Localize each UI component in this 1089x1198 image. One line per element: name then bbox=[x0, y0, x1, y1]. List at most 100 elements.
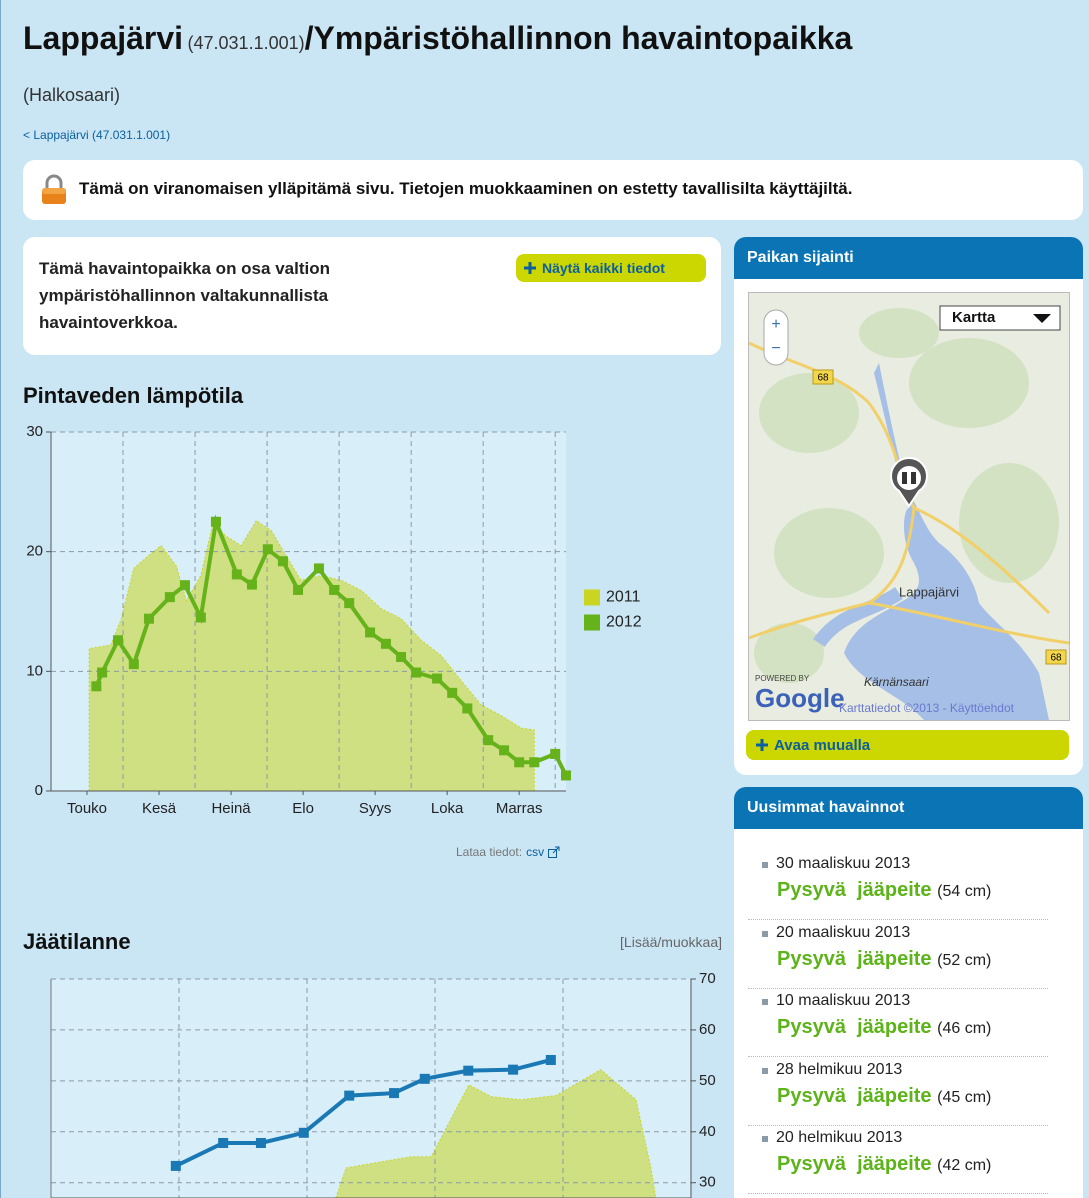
point bbox=[97, 668, 107, 678]
point bbox=[561, 770, 571, 780]
place-label: Lappajärvi bbox=[899, 584, 959, 599]
road-label: 68 bbox=[813, 370, 833, 384]
point bbox=[314, 563, 324, 573]
point bbox=[171, 1161, 181, 1171]
svg-text:68: 68 bbox=[817, 373, 829, 384]
observation-status: Pysyvä jääpeite (45 cm) bbox=[777, 1085, 991, 1108]
point bbox=[247, 580, 257, 590]
open-elsewhere-label: Avaa muualla bbox=[774, 737, 870, 754]
charts: Pintaveden lämpötila Jäätilanne 0102030T… bbox=[1, 0, 731, 1198]
observation-date: 20 maaliskuu 2013 bbox=[776, 924, 910, 942]
map-attribution: Karttatiedot ©2013 - Käyttöehdot bbox=[839, 701, 1015, 715]
open-elsewhere-button[interactable]: Avaa muualla bbox=[746, 730, 1069, 760]
point bbox=[463, 1066, 473, 1076]
point bbox=[256, 1138, 266, 1148]
point bbox=[447, 688, 457, 698]
place-label: Kärnänsaari bbox=[864, 675, 929, 689]
x-tick-label: Touko bbox=[67, 800, 107, 817]
plus-icon bbox=[756, 739, 768, 751]
point bbox=[499, 745, 509, 755]
map-type-select[interactable]: Kartta bbox=[940, 306, 1060, 330]
point bbox=[411, 668, 421, 678]
status-text: Pysyvä jääpeite bbox=[777, 1153, 932, 1175]
status-text: Pysyvä jääpeite bbox=[777, 948, 932, 970]
observation-item: 30 maaliskuu 2013 Pysyvä jääpeite (54 cm) bbox=[748, 853, 1048, 920]
status-text: Pysyvä jääpeite bbox=[777, 1085, 932, 1107]
observation-status: Pysyvä jääpeite (54 cm) bbox=[777, 879, 991, 902]
status-text: Pysyvä jääpeite bbox=[777, 879, 932, 901]
zoom-out[interactable]: − bbox=[771, 340, 780, 357]
point bbox=[218, 1138, 228, 1148]
y-tick-label: 0 bbox=[35, 782, 43, 799]
ice-edit-link[interactable]: [Lisää/muokkaa] bbox=[620, 934, 722, 950]
point bbox=[462, 703, 472, 713]
legend-label: 2011 bbox=[606, 589, 641, 606]
bullet bbox=[762, 999, 768, 1005]
y-tick-label: 70 bbox=[699, 970, 716, 987]
point bbox=[420, 1074, 430, 1084]
observation-status: Pysyvä jääpeite (52 cm) bbox=[777, 948, 991, 971]
map-panel-title: Paikan sijainti bbox=[734, 237, 1083, 279]
point bbox=[196, 612, 206, 622]
point bbox=[293, 585, 303, 595]
map[interactable]: 68 68 Lappajärvi Kärnänsaari + − Kartta … bbox=[748, 292, 1070, 721]
point bbox=[278, 556, 288, 566]
point bbox=[389, 1088, 399, 1098]
y-tick-label: 30 bbox=[26, 423, 43, 440]
zoom-control[interactable]: + − bbox=[764, 310, 788, 365]
legend-label: 2012 bbox=[606, 614, 642, 631]
x-tick-label: Heinä bbox=[211, 800, 251, 817]
observation-status: Pysyvä jääpeite (46 cm) bbox=[777, 1016, 991, 1039]
bullet bbox=[762, 1136, 768, 1142]
svg-text:Kartta: Kartta bbox=[952, 309, 996, 326]
observation-item: 20 maaliskuu 2013 Pysyvä jääpeite (52 cm) bbox=[748, 922, 1048, 989]
bullet bbox=[762, 862, 768, 868]
point bbox=[396, 652, 406, 662]
observations-panel: Uusimmat havainnot 30 maaliskuu 2013Pysy… bbox=[734, 787, 1083, 1198]
x-tick-label: Kesä bbox=[142, 800, 177, 817]
observation-item: 10 maaliskuu 2013Pysyvä jääpeite (46 cm) bbox=[748, 990, 1048, 1057]
page: Lappajärvi body { margin: 0; font-family… bbox=[0, 0, 1089, 1198]
zoom-in[interactable]: + bbox=[771, 316, 780, 333]
point bbox=[344, 1091, 354, 1101]
bullet bbox=[762, 931, 768, 937]
point bbox=[113, 635, 123, 645]
separator: - bbox=[939, 701, 950, 715]
status-text: Pysyvä jääpeite bbox=[777, 1016, 932, 1038]
point bbox=[365, 627, 375, 637]
terms[interactable]: Käyttöehdot bbox=[950, 701, 1015, 715]
point bbox=[211, 517, 221, 527]
x-tick-label: Syys bbox=[359, 800, 392, 817]
ice-depth: (52 cm) bbox=[937, 952, 991, 969]
legend-swatch bbox=[584, 615, 600, 631]
body: { "header": { "title": "Lappajärvi", "co… bbox=[0, 0, 1089, 1198]
google-logo: Google bbox=[755, 683, 845, 713]
external-icon bbox=[548, 846, 560, 858]
chart-title: Jäätilanne bbox=[23, 929, 131, 954]
svg-text:68: 68 bbox=[1050, 653, 1062, 664]
y-tick-label: 60 bbox=[699, 1021, 716, 1038]
bullet bbox=[762, 1068, 768, 1074]
point bbox=[129, 659, 139, 669]
observation-item: 28 helmikuu 2013Pysyvä jääpeite (45 cm) bbox=[748, 1059, 1048, 1126]
point bbox=[299, 1128, 309, 1138]
page-root: Lappajärvi (47.031.1.001)/Ympäristöhalli… bbox=[0, 0, 1089, 1198]
download-row: Lataa tiedot: csv bbox=[456, 845, 560, 859]
ice-depth: (42 cm) bbox=[937, 1157, 991, 1174]
y-tick-label: 30 bbox=[699, 1174, 716, 1191]
point bbox=[180, 580, 190, 590]
observation-date: 30 maaliskuu 2013 bbox=[776, 855, 910, 873]
ice-depth: (54 cm) bbox=[937, 883, 991, 900]
legend-swatch bbox=[584, 590, 600, 606]
road-label: 68 bbox=[1046, 650, 1066, 664]
point bbox=[263, 544, 273, 554]
y-tick-label: 40 bbox=[699, 1123, 716, 1140]
powered-by: POWERED BY bbox=[755, 674, 810, 683]
point bbox=[329, 585, 339, 595]
point bbox=[344, 598, 354, 608]
csv-link[interactable]: csv bbox=[526, 845, 544, 859]
observation-status: Pysyvä jääpeite (42 cm) bbox=[777, 1153, 991, 1176]
x-tick-label: Elo bbox=[292, 800, 314, 817]
point bbox=[546, 1055, 556, 1065]
